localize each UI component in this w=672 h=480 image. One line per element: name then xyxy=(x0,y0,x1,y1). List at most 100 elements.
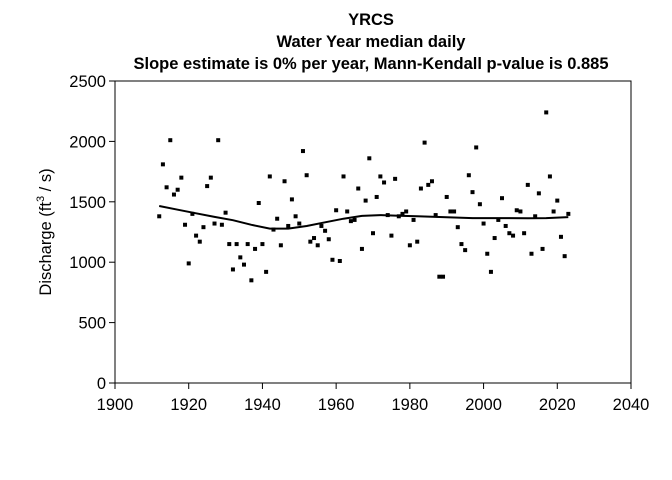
y-axis-label: Discharge (ft3 / s) xyxy=(35,168,55,295)
x-tick-label: 2000 xyxy=(465,396,502,414)
data-point xyxy=(536,191,541,196)
chart-subtitle: Water Year median daily xyxy=(277,33,467,51)
data-point xyxy=(359,246,364,251)
data-point xyxy=(463,248,468,253)
data-point xyxy=(164,185,169,190)
data-point xyxy=(223,210,228,215)
data-point xyxy=(345,209,350,214)
data-point xyxy=(540,246,545,251)
data-point xyxy=(533,214,538,219)
data-point xyxy=(444,194,449,199)
data-point xyxy=(190,211,195,216)
data-point xyxy=(544,110,549,115)
data-point xyxy=(426,182,431,187)
data-point xyxy=(481,221,486,226)
data-point xyxy=(337,258,342,263)
trend-line xyxy=(159,205,569,230)
data-point xyxy=(326,237,331,242)
data-point xyxy=(157,214,162,219)
x-tick-label: 1900 xyxy=(97,396,134,414)
data-point xyxy=(208,175,213,180)
data-point xyxy=(411,217,416,222)
data-point xyxy=(168,138,173,143)
data-point xyxy=(286,223,291,228)
data-point xyxy=(308,239,313,244)
data-point xyxy=(514,208,519,213)
data-point xyxy=(323,228,328,233)
data-point xyxy=(205,184,210,189)
data-point xyxy=(448,209,453,214)
data-point xyxy=(356,186,361,191)
data-point xyxy=(507,231,512,236)
x-tick-label: 1920 xyxy=(170,396,207,414)
data-point xyxy=(260,242,265,247)
data-point xyxy=(186,261,191,266)
data-point xyxy=(496,217,501,222)
data-point xyxy=(348,219,353,224)
data-point xyxy=(242,262,246,267)
data-point xyxy=(566,211,571,216)
x-tick-label: 1940 xyxy=(244,396,281,414)
data-point xyxy=(525,182,530,187)
data-point xyxy=(429,179,434,184)
x-axis: 1900 1920 1940 1960 1980 2000 2020 2040 xyxy=(97,383,650,414)
data-point xyxy=(418,186,423,191)
data-point xyxy=(511,233,516,238)
data-point xyxy=(201,225,206,230)
data-point xyxy=(470,190,475,195)
data-point xyxy=(194,233,199,238)
x-tick-label: 2040 xyxy=(613,396,650,414)
data-point xyxy=(234,242,239,247)
data-point xyxy=(485,251,490,256)
data-point xyxy=(334,208,339,213)
plot-frame xyxy=(114,80,632,384)
data-point xyxy=(363,198,368,203)
data-point xyxy=(171,192,176,197)
data-point xyxy=(160,162,165,167)
data-point xyxy=(371,231,375,236)
data-point xyxy=(492,236,497,241)
y-axis-label-superscript: 3 xyxy=(35,196,47,202)
data-point xyxy=(404,209,409,214)
data-point xyxy=(341,174,346,179)
data-point xyxy=(212,221,217,226)
y-axis-label-unit: / s) xyxy=(37,168,55,196)
data-point xyxy=(275,216,280,221)
data-point xyxy=(197,239,202,244)
y-axis-label-main: Discharge (ft xyxy=(37,202,55,296)
data-point xyxy=(452,209,457,214)
y-tick-label: 2000 xyxy=(69,133,106,151)
data-point xyxy=(238,255,243,260)
data-point xyxy=(219,222,224,227)
x-tick-label: 2020 xyxy=(539,396,576,414)
data-point xyxy=(230,267,235,272)
data-point xyxy=(267,174,272,179)
data-point xyxy=(459,242,464,247)
data-point xyxy=(249,278,254,283)
data-point xyxy=(503,223,508,228)
x-tick-label: 1960 xyxy=(318,396,355,414)
data-point xyxy=(555,198,560,203)
data-point xyxy=(407,243,412,248)
data-point xyxy=(330,257,335,262)
data-point xyxy=(256,201,261,206)
data-point xyxy=(304,173,309,178)
data-points xyxy=(157,110,571,283)
data-point xyxy=(352,217,357,222)
data-point xyxy=(289,197,294,202)
data-point xyxy=(415,239,420,244)
data-point xyxy=(378,174,383,179)
data-point xyxy=(551,209,556,214)
data-point xyxy=(175,187,180,192)
data-point xyxy=(264,269,269,274)
data-point xyxy=(437,274,442,279)
data-point xyxy=(282,179,287,184)
data-point xyxy=(374,194,379,199)
data-point xyxy=(433,213,438,218)
data-point xyxy=(477,202,482,207)
data-point xyxy=(562,254,567,259)
chart-subtitle-slope: Slope estimate is 0% per year, Mann-Kend… xyxy=(133,55,608,73)
data-point xyxy=(315,243,320,248)
data-point xyxy=(500,196,504,201)
